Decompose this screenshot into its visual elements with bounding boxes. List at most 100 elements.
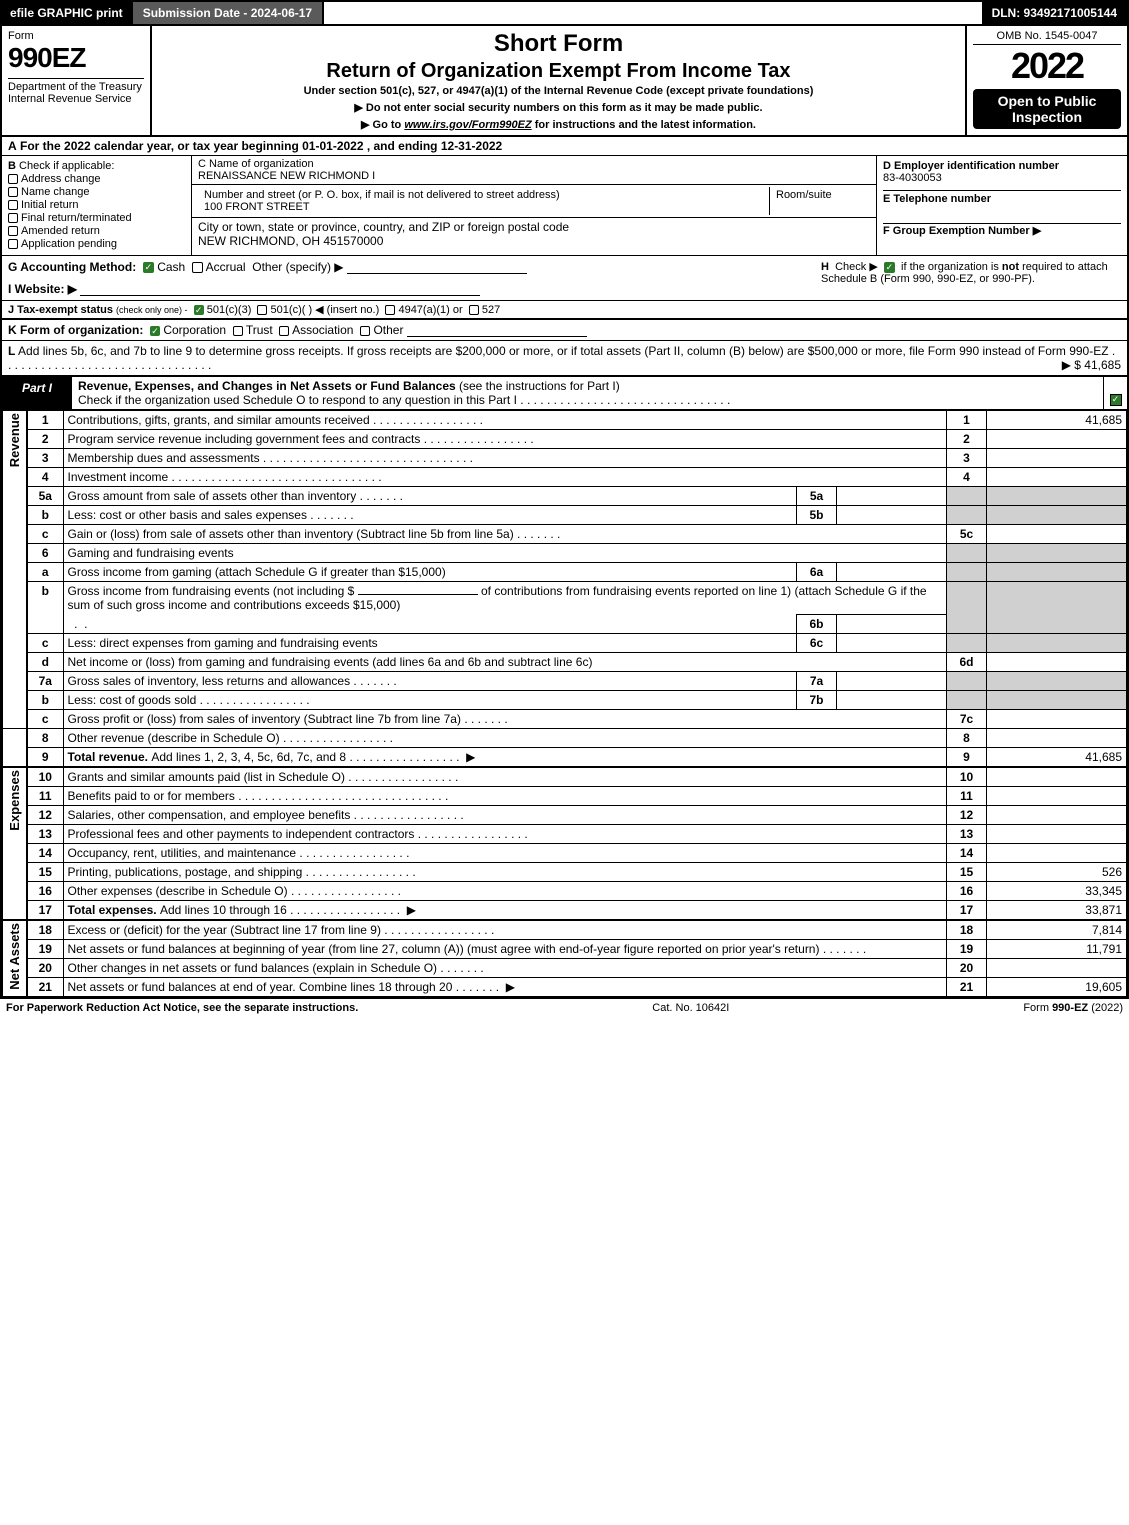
line-desc: Gross sales of inventory, less returns a… (63, 672, 797, 691)
mini-num: 5b (797, 506, 837, 525)
opt-corp: Corporation (163, 323, 226, 337)
chk-amended-return[interactable]: Amended return (8, 225, 185, 237)
line-value (987, 430, 1127, 449)
line-value (987, 767, 1127, 787)
city-row: City or town, state or province, country… (192, 218, 876, 250)
part-1-title-bold: Revenue, Expenses, and Changes in Net As… (78, 379, 456, 393)
sections-b-to-f: B Check if applicable: Address change Na… (2, 156, 1127, 256)
line-num: 13 (27, 825, 63, 844)
website-input[interactable] (80, 282, 480, 296)
org-name-label: C Name of organization (198, 158, 314, 170)
city-value: NEW RICHMOND, OH 451570000 (198, 234, 383, 248)
line-value (987, 710, 1127, 729)
other-org-input[interactable] (407, 323, 587, 337)
line-desc: Gross income from gaming (attach Schedul… (63, 563, 797, 582)
chk-cash[interactable] (143, 262, 154, 273)
chk-501c[interactable] (257, 305, 267, 315)
line-rt-num: 8 (947, 729, 987, 748)
open-to-public-badge: Open to Public Inspection (973, 89, 1121, 129)
line-desc: Net assets or fund balances at beginning… (63, 940, 947, 959)
revenue-side-label: Revenue (3, 411, 28, 729)
chk-corporation[interactable] (150, 326, 160, 336)
chk-application-pending[interactable]: Application pending (8, 238, 185, 250)
room-label: Room/suite (776, 189, 832, 201)
part-1-subtext: Check if the organization used Schedule … (78, 393, 517, 407)
mini-val (837, 634, 947, 653)
line-rt-num: 17 (947, 901, 987, 921)
chk-name-change[interactable]: Name change (8, 186, 185, 198)
shaded (987, 582, 1127, 634)
line-desc: Membership dues and assessments (63, 449, 947, 468)
part-1-tag: Part I (2, 377, 72, 409)
line-num: c (27, 710, 63, 729)
opt-trust: Trust (246, 323, 273, 337)
goto-suffix: for instructions and the latest informat… (532, 119, 756, 131)
chk-501c3[interactable] (194, 305, 204, 315)
line-desc: Printing, publications, postage, and shi… (63, 863, 947, 882)
line-desc: Occupancy, rent, utilities, and maintena… (63, 844, 947, 863)
line-rt-num: 10 (947, 767, 987, 787)
line-rt-num: 13 (947, 825, 987, 844)
footer-cat-no: Cat. No. 10642I (652, 1002, 729, 1014)
line-desc: Professional fees and other payments to … (63, 825, 947, 844)
chk-label: Initial return (21, 199, 78, 211)
privacy-warning: ▶ Do not enter social security numbers o… (158, 101, 959, 114)
chk-4947[interactable] (385, 305, 395, 315)
line-value (987, 959, 1127, 978)
chk-label: Amended return (21, 225, 100, 237)
line-num: 5a (27, 487, 63, 506)
opt-527: 527 (482, 304, 500, 316)
j-label: J Tax-exempt status (8, 304, 113, 316)
chk-address-change[interactable]: Address change (8, 173, 185, 185)
under-section-text: Under section 501(c), 527, or 4947(a)(1)… (158, 85, 959, 97)
section-j: J Tax-exempt status (check only one) - 5… (2, 301, 1127, 320)
shaded (947, 691, 987, 710)
line-value (987, 653, 1127, 672)
chk-527[interactable] (469, 305, 479, 315)
line-value: 7,814 (987, 920, 1127, 940)
group-exemption-block: F Group Exemption Number ▶ (883, 224, 1121, 237)
chk-accrual[interactable] (192, 262, 203, 273)
line-desc: Gain or (loss) from sale of assets other… (63, 525, 947, 544)
group-label: F Group Exemption Number ▶ (883, 225, 1041, 237)
line-desc: Total expenses. Add lines 10 through 16 … (63, 901, 947, 921)
mini-num: 5a (797, 487, 837, 506)
chk-schedule-b[interactable] (884, 262, 895, 273)
chk-trust[interactable] (233, 326, 243, 336)
other-specify-input[interactable] (347, 260, 527, 274)
efile-print-button[interactable]: efile GRAPHIC print (2, 2, 133, 24)
mini-num: 6c (797, 634, 837, 653)
return-title: Return of Organization Exempt From Incom… (158, 60, 959, 83)
chk-final-return[interactable]: Final return/terminated (8, 212, 185, 224)
section-i: I Website: ▶ (8, 282, 821, 296)
form-number: 990EZ (8, 42, 144, 74)
line-num: 20 (27, 959, 63, 978)
form-header: Form 990EZ Department of the Treasury In… (2, 26, 1127, 137)
line-value (987, 525, 1127, 544)
line-num: b (27, 506, 63, 525)
chk-association[interactable] (279, 326, 289, 336)
org-name-row: C Name of organization RENAISSANCE NEW R… (192, 156, 876, 185)
l-amount: ▶ $ 41,685 (1062, 358, 1121, 372)
line-rt-num: 5c (947, 525, 987, 544)
line-num: c (27, 634, 63, 653)
website-label: I Website: ▶ (8, 282, 77, 296)
part-1-title-rest: (see the instructions for Part I) (456, 379, 620, 393)
part-1-checkbox[interactable] (1103, 377, 1127, 409)
line-num: a (27, 563, 63, 582)
dept-label: Department of the Treasury (8, 81, 142, 93)
section-a-label: A (8, 139, 17, 153)
dept-treasury: Department of the Treasury Internal Reve… (8, 78, 144, 105)
chk-other-org[interactable] (360, 326, 370, 336)
chk-label: Final return/terminated (21, 212, 132, 224)
line-desc: Less: direct expenses from gaming and fu… (63, 634, 797, 653)
form-title-block: Short Form Return of Organization Exempt… (152, 26, 967, 135)
line-num: 8 (27, 729, 63, 748)
line-num: 6 (27, 544, 63, 563)
footer-form-bold: 990-EZ (1052, 1002, 1088, 1014)
irs-link[interactable]: www.irs.gov/Form990EZ (404, 119, 531, 131)
line-rt-num: 6d (947, 653, 987, 672)
accrual-label: Accrual (206, 260, 246, 274)
mini-num: 7a (797, 672, 837, 691)
chk-initial-return[interactable]: Initial return (8, 199, 185, 211)
